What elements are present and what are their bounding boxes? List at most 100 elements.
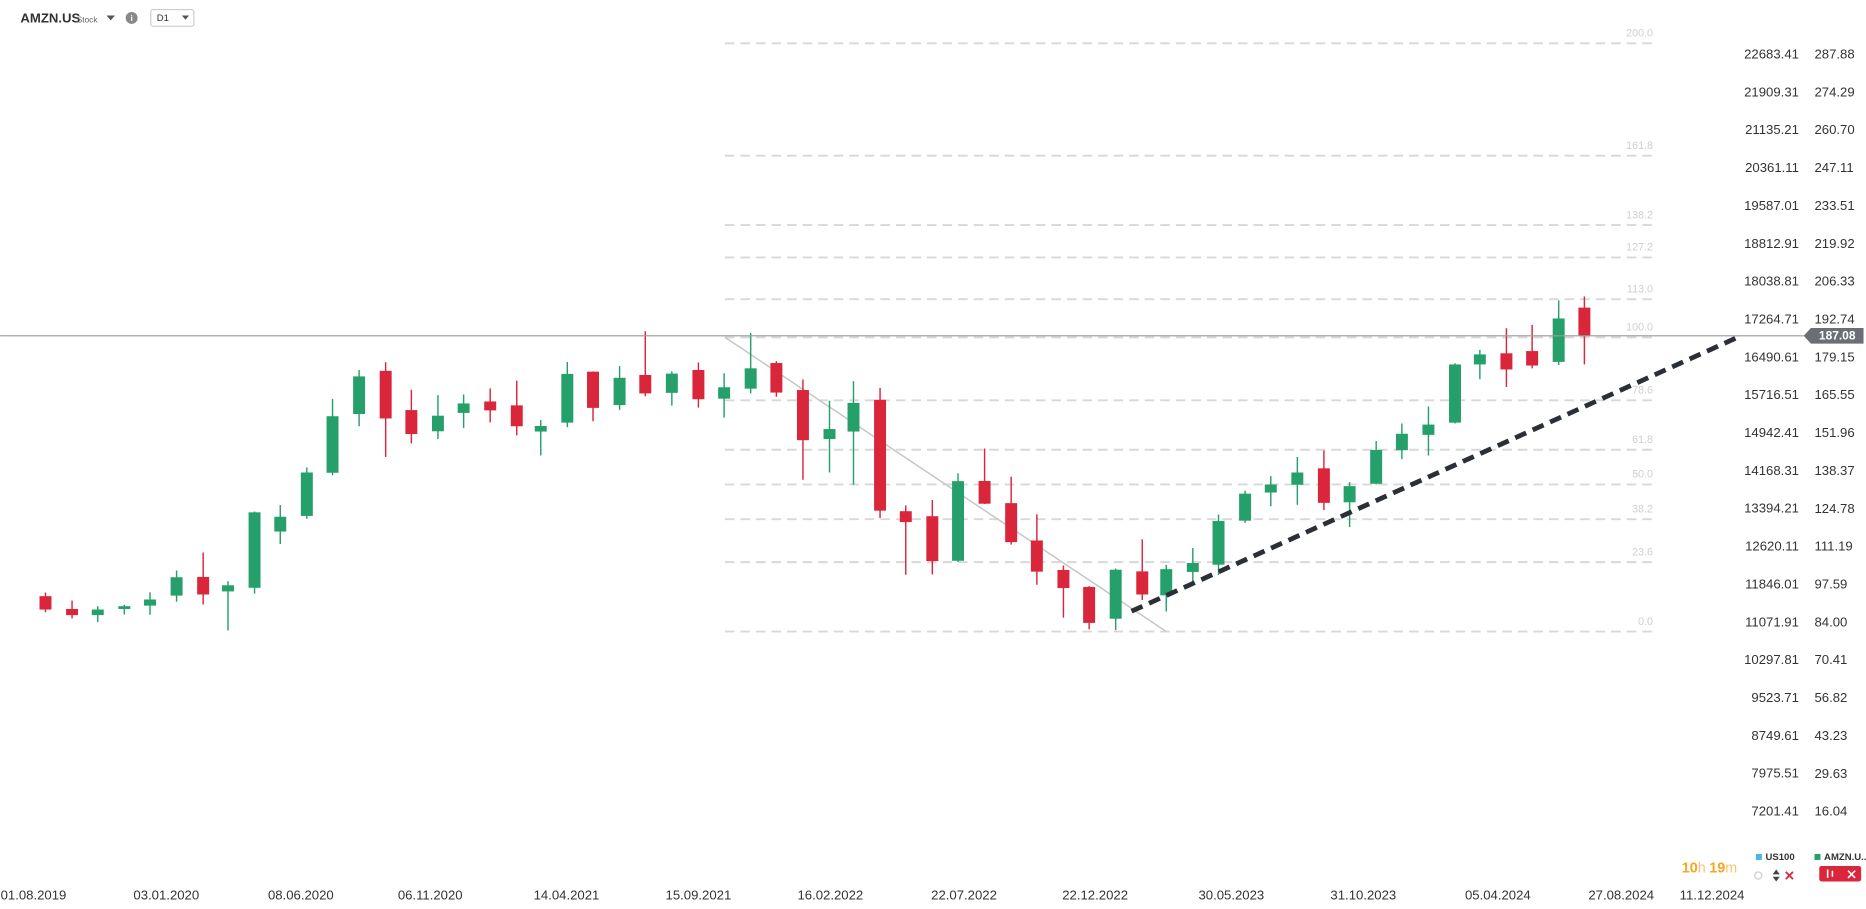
y2-tick-label: 14168.31 <box>1744 463 1799 478</box>
fib-label: 0.0 <box>1638 616 1653 628</box>
series-badge[interactable] <box>1819 865 1862 882</box>
x-tick-label: 22.12.2022 <box>1062 887 1128 902</box>
legend: US100 AMZN.U... <box>1755 852 1866 863</box>
x-tick-label: 08.06.2020 <box>268 887 334 902</box>
candle-body <box>248 512 261 588</box>
trend-line-dashed[interactable] <box>1130 333 1742 614</box>
y2-tick-label: 12620.11 <box>1745 539 1799 554</box>
y2-tick-label: 18812.91 <box>1744 236 1799 251</box>
trend-line[interactable] <box>724 336 1167 633</box>
y-tick-label: 151.96 <box>1814 425 1854 440</box>
y2-tick-label: 9523.71 <box>1751 690 1799 705</box>
y-tick-label: 43.23 <box>1814 728 1847 743</box>
x-tick-label: 01.08.2019 <box>1 887 67 902</box>
candle-body <box>484 401 497 411</box>
symbol-dropdown[interactable] <box>106 15 115 21</box>
order-icon[interactable] <box>1772 869 1780 882</box>
y-tick-label: 111.19 <box>1814 539 1852 554</box>
info-icon[interactable] <box>125 11 138 24</box>
y-tick-label: 260.70 <box>1814 122 1854 137</box>
candle-body <box>66 608 79 616</box>
x-tick-label: 15.09.2021 <box>666 887 732 902</box>
y2-tick-label: 21135.21 <box>1745 122 1799 137</box>
symbol[interactable]: AMZN.US <box>20 11 80 26</box>
y-tick-label: 124.78 <box>1814 501 1854 516</box>
badge-icons <box>1826 869 1856 879</box>
candle-body <box>796 390 809 441</box>
symbol-kind: Stock <box>77 15 99 25</box>
legend-swatch <box>1814 853 1821 860</box>
y-tick-label: 84.00 <box>1814 614 1847 629</box>
candle-body <box>1449 364 1461 423</box>
y-tick-label: 233.51 <box>1814 198 1854 213</box>
fib-label: 61.8 <box>1632 434 1653 446</box>
y-tick-label: 192.74 <box>1814 311 1854 326</box>
x-tick-label: 16.02.2022 <box>797 887 863 902</box>
candle-body <box>326 416 339 473</box>
y2-tick-label: 22683.41 <box>1744 46 1799 61</box>
candle-body <box>1291 472 1304 485</box>
timer-hours: 10 <box>1682 860 1698 876</box>
candle-body <box>1136 571 1149 595</box>
candle-body <box>1578 307 1591 337</box>
axes: 01.08.2019 03.01.2020 08.06.2020 06.11.2020… <box>0 46 1864 902</box>
candle-body <box>170 577 183 596</box>
candle-body <box>692 369 705 400</box>
y2-tick-label: 11846.01 <box>1745 576 1799 591</box>
legend-label[interactable]: US100 <box>1765 852 1794 863</box>
last-price-label: 187.08 <box>1819 329 1856 343</box>
candle-body <box>823 429 836 440</box>
candle-body <box>978 480 991 504</box>
candle-body <box>379 370 392 419</box>
y-tick-label: 138.37 <box>1814 463 1854 478</box>
candle-body <box>1370 449 1383 484</box>
y2-tick-label: 17264.71 <box>1744 311 1799 326</box>
x-tick-label: 31.10.2023 <box>1330 887 1396 902</box>
fibonacci: 0.0 23.6 38.2 50.0 61.8 78.6 100.0 113.0 127.2 13… <box>724 28 1653 633</box>
candle-body <box>534 425 547 432</box>
last-price-badge <box>1803 328 1864 344</box>
candle-body <box>665 373 678 393</box>
info-glyph: i <box>130 13 132 23</box>
y2-tick-label: 21909.31 <box>1744 84 1799 99</box>
candle-body <box>1500 353 1513 370</box>
candle-body <box>1343 486 1356 503</box>
y2-tick-label: 19587.01 <box>1744 198 1799 213</box>
y2-tick-label: 10297.81 <box>1744 652 1799 667</box>
candle-body <box>718 387 731 399</box>
y2-tick-label: 7201.41 <box>1751 804 1799 819</box>
candle-body <box>1473 354 1486 365</box>
y-tick-label: 16.04 <box>1814 804 1847 819</box>
candle-body <box>561 373 574 423</box>
y2-tick-label: 11071.91 <box>1745 614 1799 629</box>
candle-body <box>1057 569 1070 589</box>
eye-icon[interactable] <box>1754 871 1763 880</box>
x-tick-label: 14.04.2021 <box>534 887 600 902</box>
close-icon[interactable] <box>1785 871 1794 880</box>
y2-tick-label: 15716.51 <box>1744 387 1799 402</box>
candle-body <box>274 516 287 532</box>
legend-label[interactable]: AMZN.U... <box>1824 852 1866 863</box>
candle-body <box>1552 318 1565 362</box>
candle-body <box>1239 493 1252 521</box>
y-tick-label: 274.29 <box>1814 84 1854 99</box>
interval-select[interactable] <box>150 8 195 27</box>
candle-body <box>847 402 860 432</box>
y-tick-label: 97.59 <box>1814 577 1847 592</box>
x-tick-label: 30.05.2023 <box>1198 887 1264 902</box>
candle-body <box>197 576 210 595</box>
y-tick-label: 165.55 <box>1814 387 1854 402</box>
x-tick-label: 05.04.2024 <box>1465 887 1531 902</box>
x-tick-label: 11.12.2024 <box>1680 887 1745 902</box>
y-tick-label: 287.88 <box>1814 47 1854 62</box>
y2-tick-label: 8749.61 <box>1751 728 1799 743</box>
candle-body <box>899 511 912 523</box>
fib-label: 161.8 <box>1626 140 1653 152</box>
candle-body <box>1212 520 1225 565</box>
timer: 10h 19m <box>1682 860 1737 876</box>
candle-body <box>639 375 652 394</box>
candle-body <box>587 371 599 408</box>
